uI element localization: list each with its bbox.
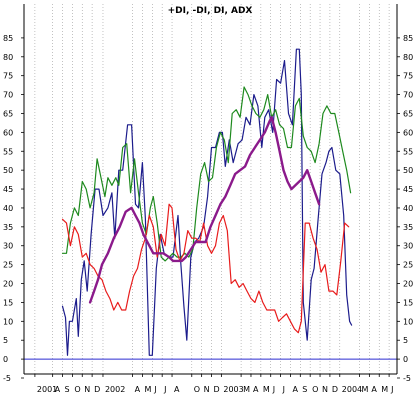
x-tick-label-11: A: [174, 385, 180, 394]
y-tick-label-right-16: 75: [403, 72, 413, 81]
y-tick-label-right-0: -5: [403, 374, 411, 383]
x-tick-label-9: J: [153, 385, 156, 394]
series-line-green: [61, 86, 352, 262]
series-line-blue: [61, 48, 353, 356]
x-tick-label-22: S: [302, 385, 307, 394]
x-tick-label-3: O: [74, 385, 80, 394]
y-tick-label-right-15: 70: [403, 91, 413, 100]
x-tick-label-30: J: [390, 385, 393, 394]
x-tick-label-27: M: [362, 385, 369, 394]
y-tick-label-left-14: 65: [3, 109, 13, 118]
series-line-purple: [88, 116, 321, 304]
x-tick-label-2: S: [65, 385, 70, 394]
y-tick-label-right-13: 60: [403, 128, 413, 137]
x-tick-label-10: J: [163, 385, 166, 394]
y-tick-label-right-4: 15: [403, 298, 413, 307]
y-tick-label-right-9: 40: [403, 204, 413, 213]
x-tick-label-16: M: [243, 385, 250, 394]
x-tick-label-21: A: [292, 385, 298, 394]
x-tick-label-1: A: [55, 385, 61, 394]
x-tick-label-15: 2003: [223, 385, 243, 394]
y-tick-label-right-12: 55: [403, 147, 413, 156]
y-tick-label-left-11: 50: [3, 166, 13, 175]
x-tick-label-18: M: [263, 385, 270, 394]
y-tick-label-left-17: 80: [3, 53, 13, 62]
chart-title: +DI, -DI, DI, ADX: [168, 6, 253, 16]
y-tick-label-left-2: 5: [3, 336, 8, 345]
x-tick-label-20: J: [282, 385, 285, 394]
x-tick-label-4: N: [84, 385, 90, 394]
y-tick-label-left-12: 55: [3, 147, 13, 156]
y-tick-label-left-1: 0: [3, 355, 8, 364]
x-tick-label-14: D: [214, 385, 220, 394]
x-tick-label-24: N: [322, 385, 328, 394]
y-tick-label-left-13: 60: [3, 128, 13, 137]
x-tick-label-0: 2001: [37, 385, 57, 394]
y-tick-label-left-16: 75: [3, 72, 13, 81]
x-tick-label-12: O: [194, 385, 200, 394]
y-tick-label-right-5: 20: [403, 280, 413, 289]
y-tick-label-left-7: 30: [3, 242, 13, 251]
x-tick-label-5: D: [94, 385, 100, 394]
x-tick-label-29: M: [381, 385, 388, 394]
x-tick-label-25: D: [332, 385, 338, 394]
series-line-red: [61, 203, 350, 334]
x-tick-label-8: M: [144, 385, 151, 394]
y-tick-label-right-7: 30: [403, 242, 413, 251]
x-tick-label-23: O: [312, 385, 318, 394]
y-tick-label-right-3: 10: [403, 317, 413, 326]
y-tick-label-right-10: 45: [403, 185, 413, 194]
y-tick-labels-left: -5 0 5 10 15 20 25 30 35 40 45 50 55 60 65 70 75 80 85: [3, 34, 24, 383]
series-lines: [61, 48, 353, 356]
y-tick-label-left-10: 45: [3, 185, 13, 194]
x-tick-label-13: N: [204, 385, 210, 394]
x-tick-label-19: J: [272, 385, 275, 394]
x-tick-label-6: 2002: [105, 385, 125, 394]
y-tick-label-left-8: 35: [3, 223, 13, 232]
y-tick-label-left-0: -5: [3, 374, 11, 383]
y-tick-label-right-8: 35: [403, 223, 413, 232]
y-tick-label-left-6: 25: [3, 261, 13, 270]
y-tick-label-right-2: 5: [403, 336, 408, 345]
y-tick-label-right-18: 85: [403, 34, 413, 43]
x-tick-label-7: A: [135, 385, 141, 394]
y-tick-label-right-14: 65: [403, 109, 413, 118]
y-tick-label-left-9: 40: [3, 204, 13, 213]
x-tick-label-26: 2004: [342, 385, 362, 394]
y-tick-label-right-6: 25: [403, 261, 413, 270]
y-tick-labels-right: -5 0 5 10 15 20 25 30 35 40 45 50 55 60 65 70 75 80 85: [397, 34, 413, 383]
x-tick-label-28: A: [371, 385, 377, 394]
y-tick-label-right-11: 50: [403, 166, 413, 175]
y-tick-label-left-3: 10: [3, 317, 13, 326]
y-tick-label-left-18: 85: [3, 34, 13, 43]
x-tick-label-17: A: [253, 385, 259, 394]
y-tick-label-left-15: 70: [3, 91, 13, 100]
y-tick-label-left-4: 15: [3, 298, 13, 307]
y-tick-label-right-17: 80: [403, 53, 413, 62]
y-tick-label-left-5: 20: [3, 280, 13, 289]
y-tick-label-right-1: 0: [403, 355, 408, 364]
